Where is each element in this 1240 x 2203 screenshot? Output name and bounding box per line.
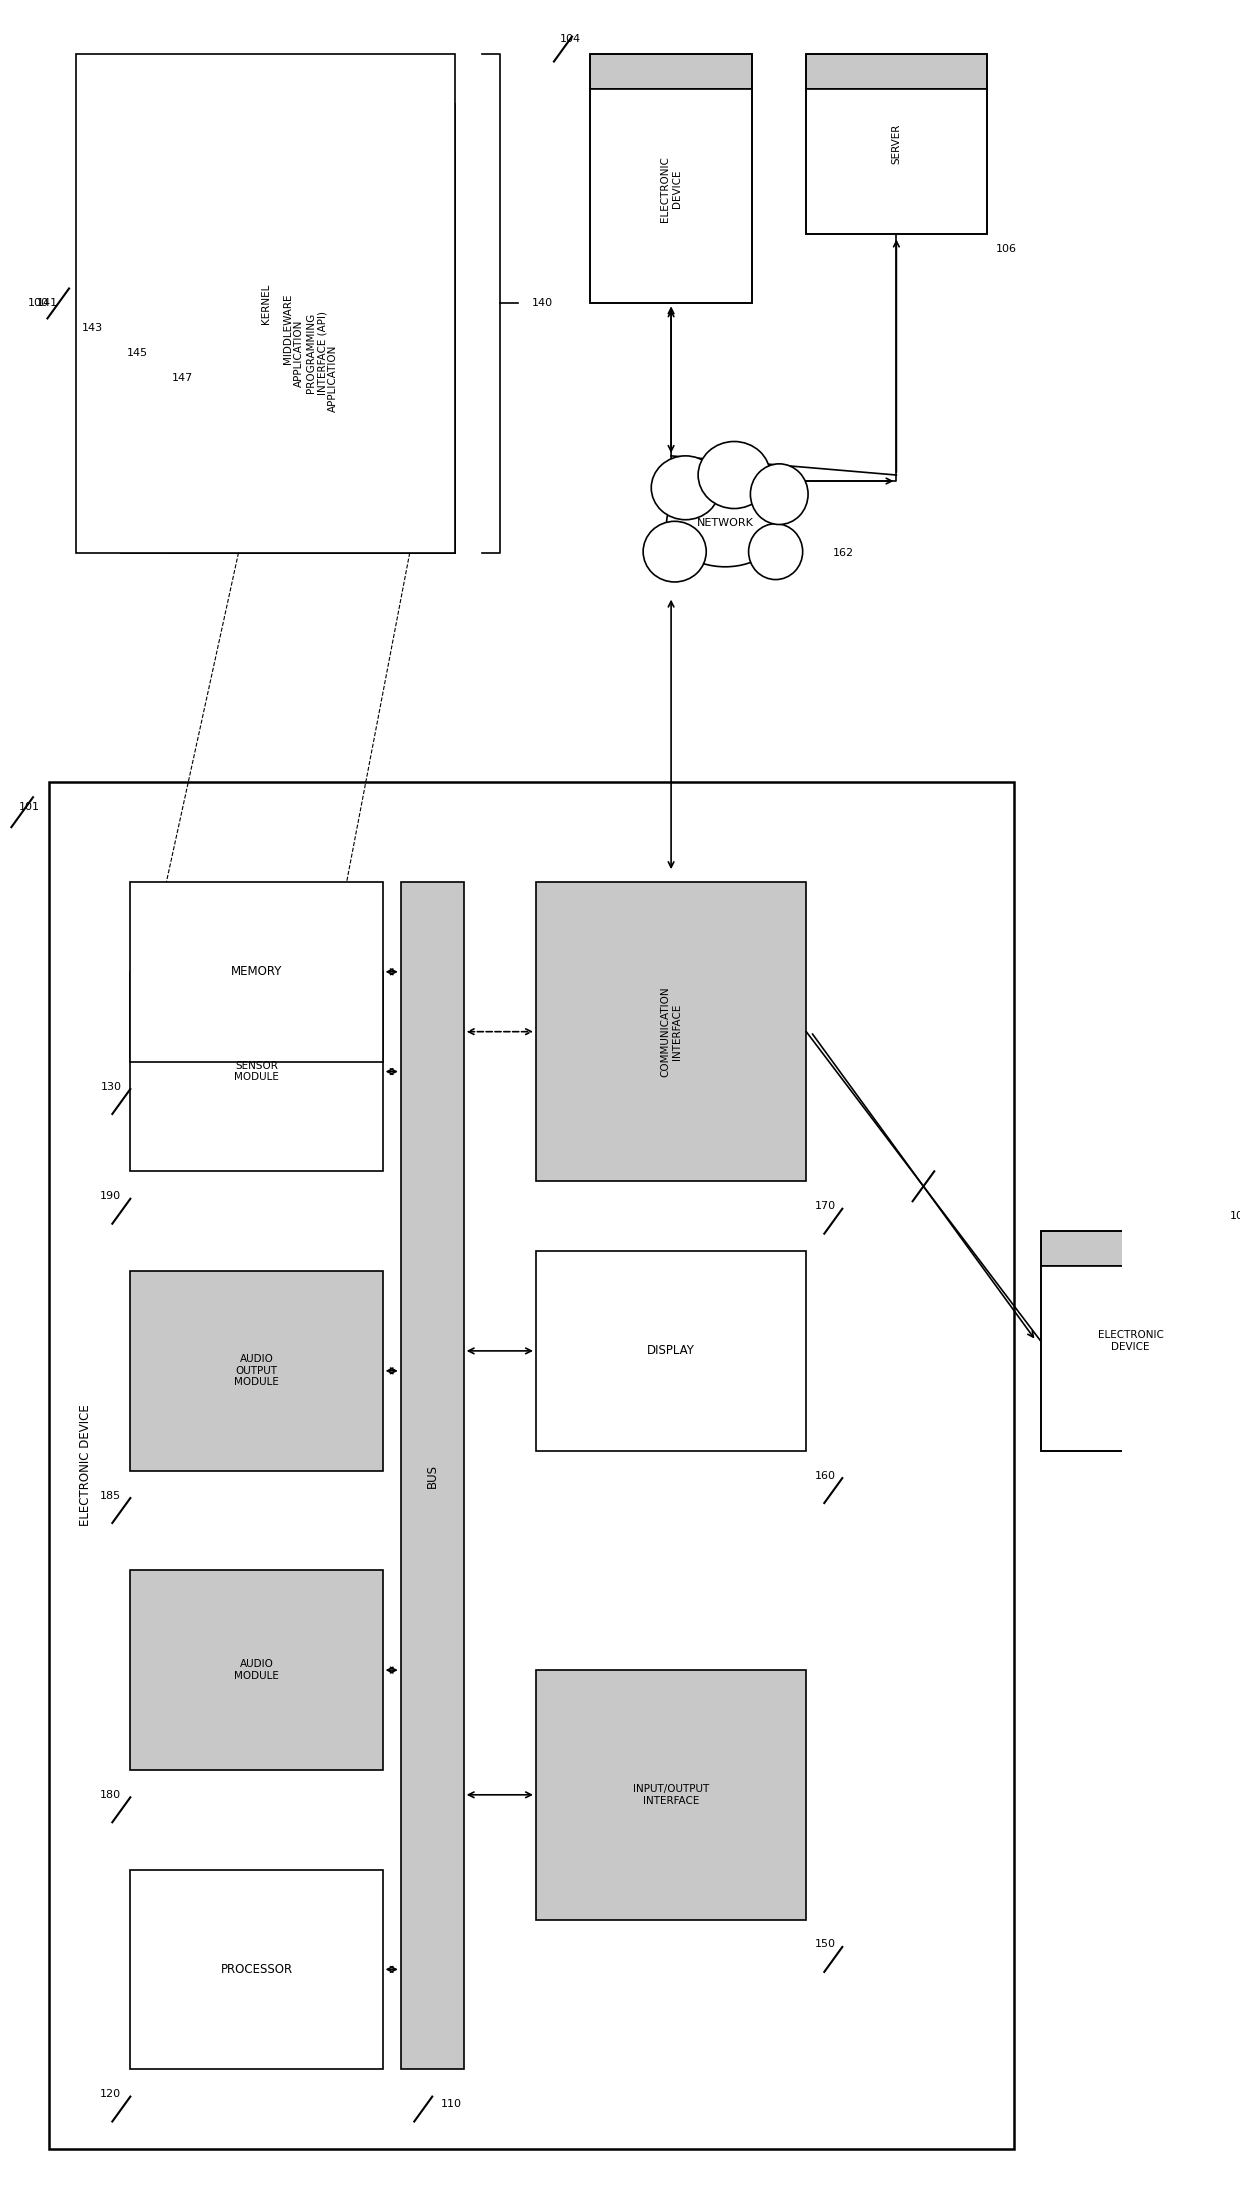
Text: 143: 143: [82, 324, 103, 333]
Text: MIDDLEWARE: MIDDLEWARE: [283, 293, 293, 363]
Text: 162: 162: [833, 549, 854, 557]
Text: 190: 190: [100, 1192, 122, 1201]
Bar: [590, 55, 753, 88]
Bar: [130, 881, 383, 1062]
Ellipse shape: [644, 522, 707, 582]
Ellipse shape: [651, 456, 719, 520]
Text: APPLICATION: APPLICATION: [329, 344, 339, 412]
Bar: [77, 55, 455, 553]
Text: KERNEL: KERNEL: [260, 284, 270, 324]
Text: 110: 110: [441, 2099, 463, 2108]
Bar: [1040, 1231, 1221, 1267]
Text: 170: 170: [815, 1201, 837, 1212]
Text: ELECTRONIC DEVICE: ELECTRONIC DEVICE: [79, 1406, 92, 1527]
Bar: [806, 55, 987, 234]
Text: AUDIO
OUTPUT
MODULE: AUDIO OUTPUT MODULE: [234, 1355, 279, 1388]
Text: NETWORK: NETWORK: [697, 518, 754, 529]
Text: 160: 160: [815, 1472, 836, 1480]
Text: AUDIO
MODULE: AUDIO MODULE: [234, 1659, 279, 1681]
Ellipse shape: [698, 441, 770, 509]
Bar: [536, 1251, 806, 1450]
Text: COMMUNICATION
INTERFACE: COMMUNICATION INTERFACE: [660, 987, 682, 1077]
Bar: [806, 55, 987, 88]
Ellipse shape: [667, 478, 784, 566]
Text: 141: 141: [37, 297, 58, 308]
Text: INPUT/OUTPUT
INTERFACE: INPUT/OUTPUT INTERFACE: [632, 1784, 709, 1806]
Bar: [212, 203, 455, 553]
Text: 101: 101: [19, 802, 40, 813]
Bar: [130, 1571, 383, 1769]
Bar: [536, 881, 806, 1181]
Bar: [590, 88, 753, 304]
Text: 145: 145: [128, 348, 149, 359]
Bar: [130, 972, 383, 1172]
Text: SENSOR
MODULE: SENSOR MODULE: [234, 1062, 279, 1082]
Text: 102: 102: [1230, 1212, 1240, 1220]
Text: 106: 106: [996, 245, 1017, 253]
Text: MEMORY: MEMORY: [231, 965, 283, 978]
Ellipse shape: [749, 524, 802, 579]
Text: 130: 130: [100, 1082, 122, 1090]
Bar: [806, 88, 987, 234]
Text: BUS: BUS: [425, 1463, 439, 1487]
Bar: [50, 782, 1013, 2148]
Text: ELECTRONIC
DEVICE: ELECTRONIC DEVICE: [1097, 1331, 1163, 1353]
Text: PROCESSOR: PROCESSOR: [221, 1963, 293, 1976]
Text: DISPLAY: DISPLAY: [647, 1344, 696, 1357]
Text: ELECTRONIC
DEVICE: ELECTRONIC DEVICE: [660, 156, 682, 223]
Bar: [130, 1271, 383, 1472]
Bar: [1040, 1267, 1221, 1450]
Text: 120: 120: [100, 2088, 122, 2099]
Text: 140: 140: [532, 297, 553, 308]
Text: 150: 150: [815, 1939, 836, 1950]
Bar: [590, 55, 753, 304]
Text: 147: 147: [172, 372, 193, 383]
Text: SERVER: SERVER: [892, 123, 901, 163]
Text: 104: 104: [559, 33, 582, 44]
Bar: [401, 881, 464, 2069]
Bar: [166, 154, 455, 553]
Bar: [122, 104, 455, 553]
Bar: [536, 1670, 806, 1919]
Ellipse shape: [750, 465, 808, 524]
Text: 100: 100: [29, 297, 50, 308]
Text: 180: 180: [100, 1789, 122, 1800]
Bar: [1040, 1231, 1221, 1450]
Text: 185: 185: [100, 1491, 122, 1500]
Text: APPLICATION
PROGRAMMING
INTERFACE (API): APPLICATION PROGRAMMING INTERFACE (API): [294, 311, 327, 394]
Bar: [130, 1870, 383, 2069]
